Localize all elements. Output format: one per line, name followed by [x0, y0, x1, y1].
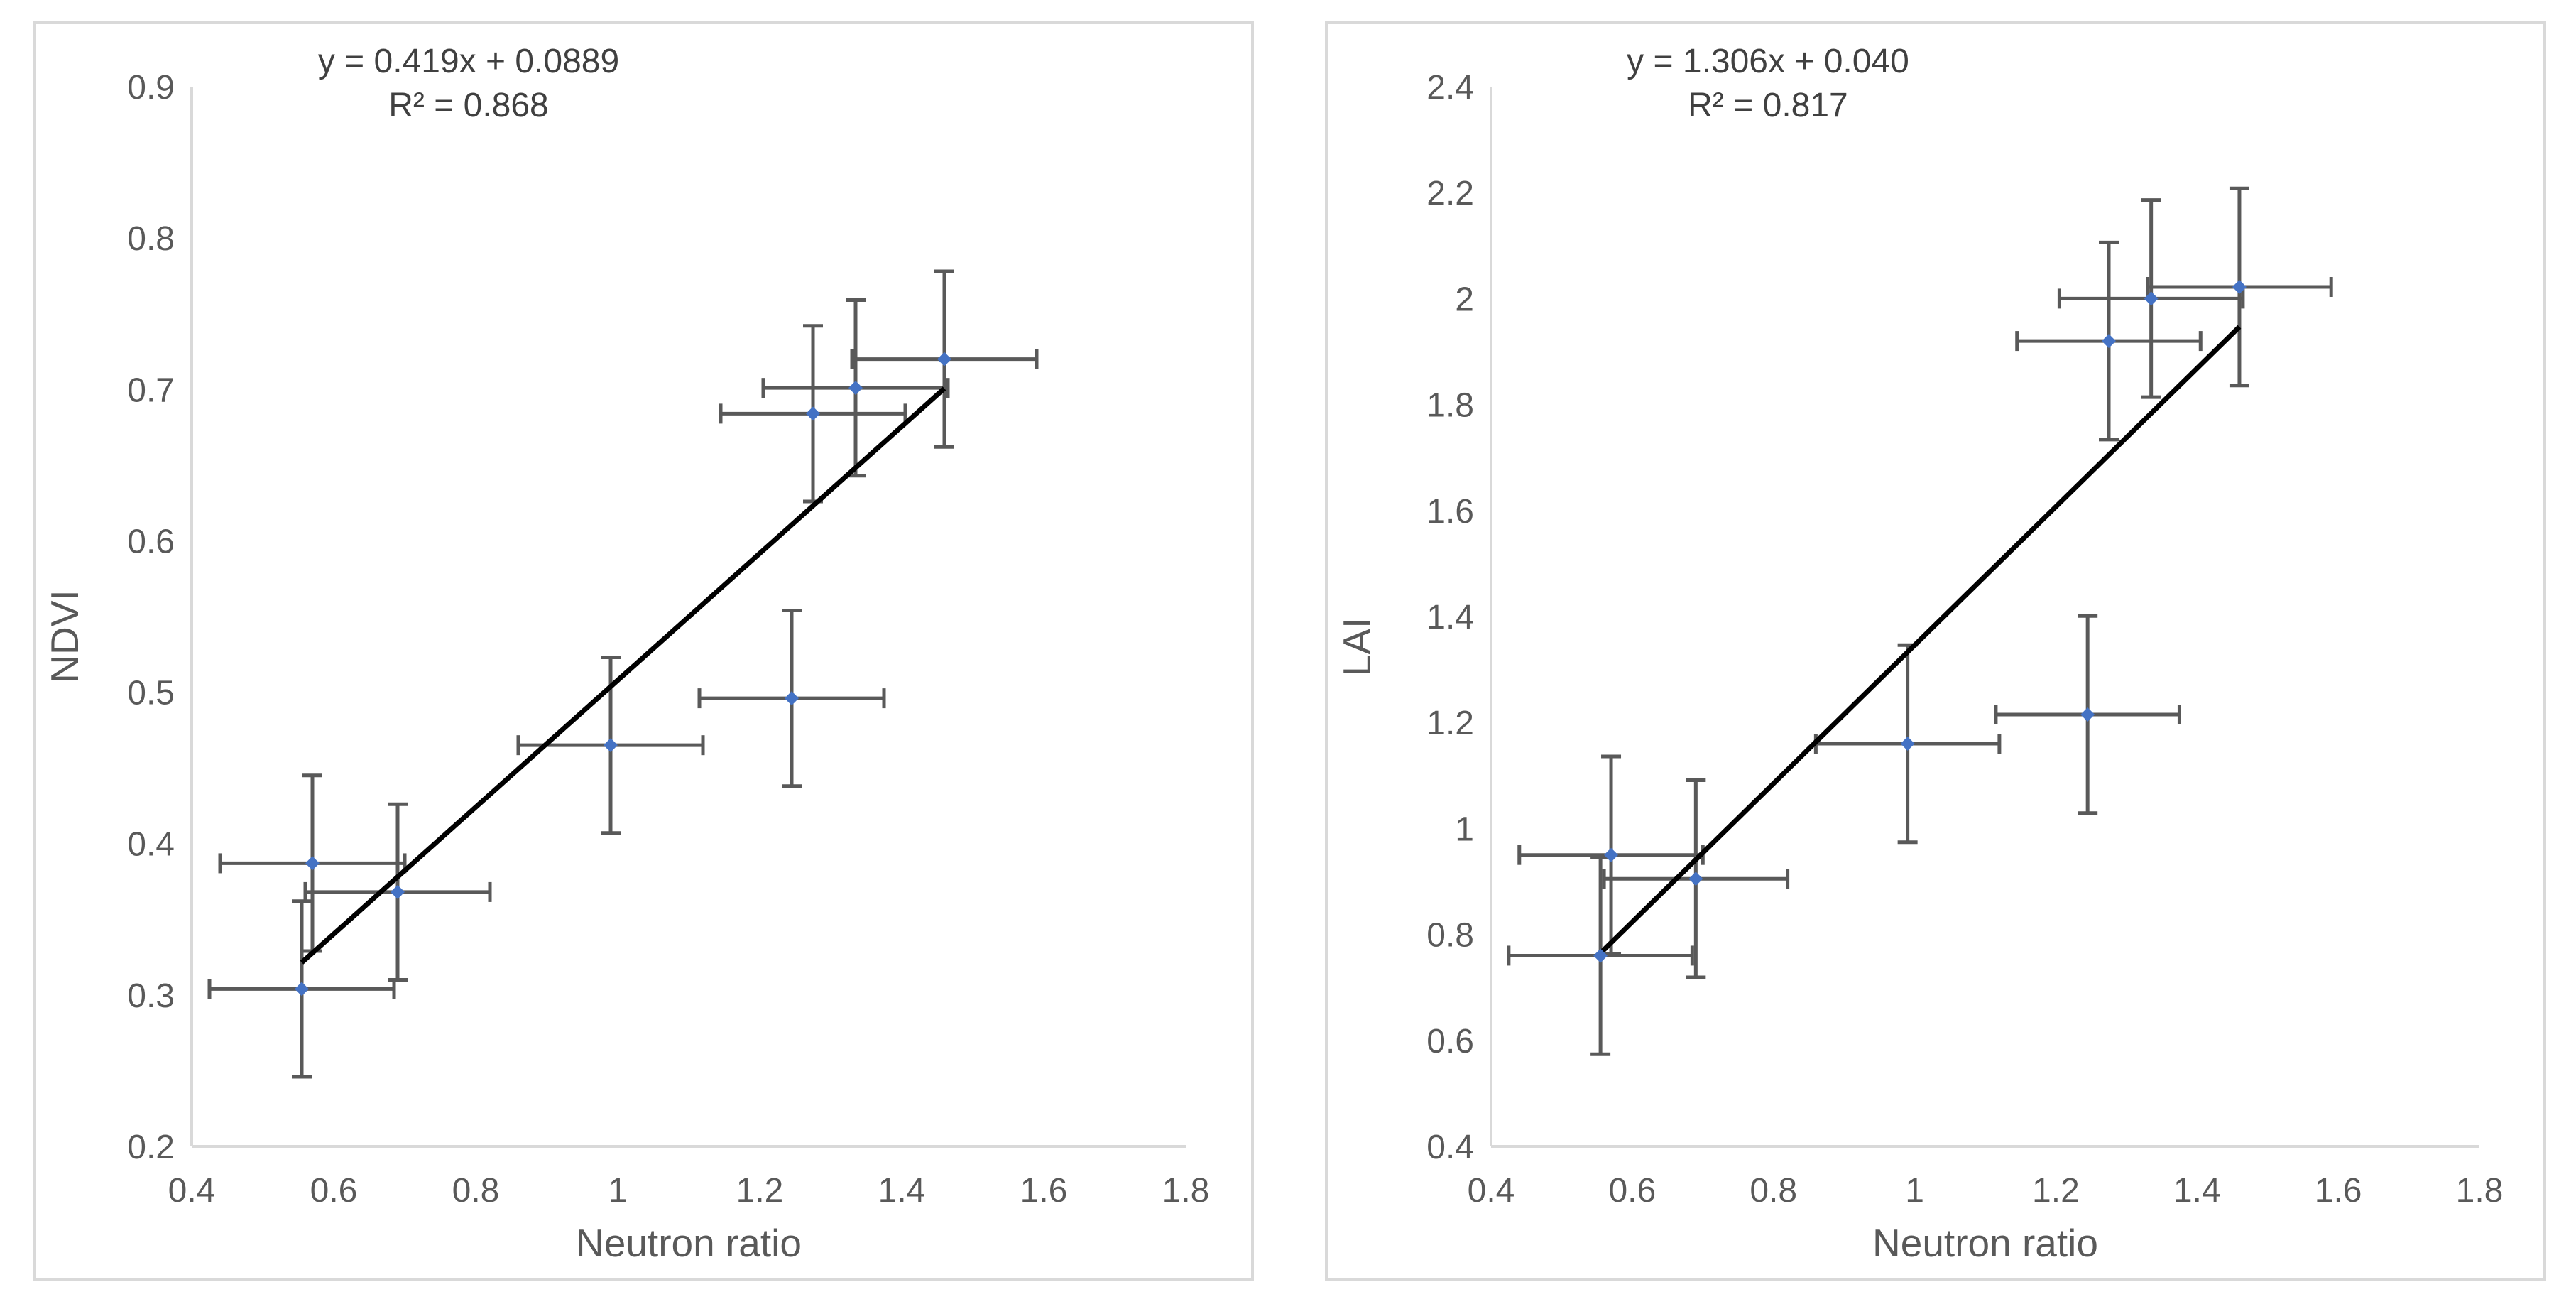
y-tick-label: 0.8 [127, 220, 175, 258]
y-tick-label: 2 [1455, 281, 1474, 318]
trend-equation: y = 0.419x + 0.0889 [318, 43, 619, 80]
r-squared-label: R² = 0.868 [388, 87, 548, 124]
y-tick-label: 0.2 [127, 1129, 175, 1166]
y-axis-label: LAI [1335, 618, 1379, 677]
x-tick-label: 0.4 [1468, 1172, 1515, 1210]
x-tick-label: 1.6 [2315, 1172, 2362, 1210]
y-tick-label: 0.3 [127, 977, 175, 1015]
y-tick-label: 2.4 [1426, 69, 1474, 107]
x-tick-label: 1.8 [2456, 1172, 2504, 1210]
ndvi-chart-panel: y = 0.419x + 0.0889 R² = 0.868 Neutron r… [33, 21, 1254, 1281]
data-point [937, 352, 951, 366]
y-tick-label: 0.8 [1426, 917, 1474, 955]
trendline [1598, 325, 2242, 955]
x-tick-label: 1.4 [2173, 1172, 2221, 1210]
x-axis-label: Neutron ratio [576, 1221, 802, 1265]
y-tick-label: 1 [1455, 810, 1474, 848]
x-tick-label: 1 [608, 1172, 628, 1210]
x-tick-label: 0.6 [1608, 1172, 1656, 1210]
y-tick-label: 0.4 [1426, 1129, 1474, 1166]
y-tick-label: 0.6 [127, 523, 175, 560]
trend-equation: y = 1.306x + 0.040 [1627, 43, 1909, 80]
x-tick-label: 1 [1905, 1172, 1924, 1210]
y-tick-label: 0.4 [127, 826, 175, 864]
trendline [300, 386, 946, 965]
x-tick-label: 1.4 [878, 1172, 926, 1210]
x-tick-label: 0.4 [168, 1172, 216, 1210]
y-tick-label: 1.6 [1426, 493, 1474, 531]
y-axis-label: NDVI [43, 590, 87, 683]
data-point [2232, 279, 2247, 294]
data-point [2102, 334, 2116, 349]
x-tick-label: 0.8 [1750, 1172, 1797, 1210]
y-tick-label: 0.6 [1426, 1023, 1474, 1060]
data-point [848, 381, 863, 396]
data-point [295, 982, 309, 997]
y-tick-label: 0.7 [127, 371, 175, 409]
data-point [806, 406, 820, 421]
data-point [2144, 291, 2159, 306]
y-tick-label: 0.5 [127, 675, 175, 712]
data-point [1900, 737, 1915, 751]
y-tick-label: 1.4 [1426, 599, 1474, 636]
data-point [1593, 948, 1608, 963]
x-tick-label: 0.6 [310, 1172, 358, 1210]
x-tick-label: 1.8 [1162, 1172, 1210, 1210]
data-point [604, 738, 618, 753]
data-point [1688, 872, 1703, 886]
lai-chart-panel: y = 1.306x + 0.040 R² = 0.817 Neutron ra… [1325, 21, 2546, 1281]
data-point [1604, 847, 1619, 862]
x-tick-label: 1.2 [736, 1172, 784, 1210]
x-tick-label: 1.6 [1020, 1172, 1068, 1210]
y-tick-label: 1.8 [1426, 387, 1474, 425]
data-point [2080, 707, 2095, 722]
x-axis-label: Neutron ratio [1872, 1221, 2098, 1265]
y-tick-label: 0.9 [127, 69, 175, 107]
data-point [785, 691, 799, 706]
r-squared-label: R² = 0.817 [1688, 87, 1848, 124]
data-point [391, 884, 405, 899]
data-point [305, 856, 320, 871]
y-tick-label: 2.2 [1426, 175, 1474, 212]
lai-scatter-chart: y = 1.306x + 0.040 R² = 0.817 Neutron ra… [1335, 43, 2504, 1265]
x-tick-label: 0.8 [452, 1172, 500, 1210]
y-tick-label: 1.2 [1426, 705, 1474, 742]
x-tick-label: 1.2 [2032, 1172, 2080, 1210]
ndvi-scatter-chart: y = 0.419x + 0.0889 R² = 0.868 Neutron r… [43, 43, 1210, 1265]
